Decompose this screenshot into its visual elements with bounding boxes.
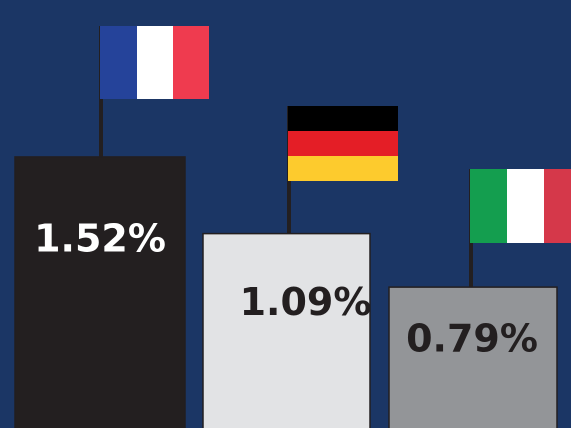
flag-italy [469, 169, 571, 294]
flag-germany [287, 106, 398, 238]
bar [388, 286, 558, 428]
bar [202, 232, 371, 428]
value-label: 1.09% [240, 280, 372, 324]
flag-france [99, 26, 209, 157]
value-label: 0.79% [406, 317, 538, 361]
bar [14, 156, 186, 428]
value-label: 1.52% [34, 216, 166, 260]
